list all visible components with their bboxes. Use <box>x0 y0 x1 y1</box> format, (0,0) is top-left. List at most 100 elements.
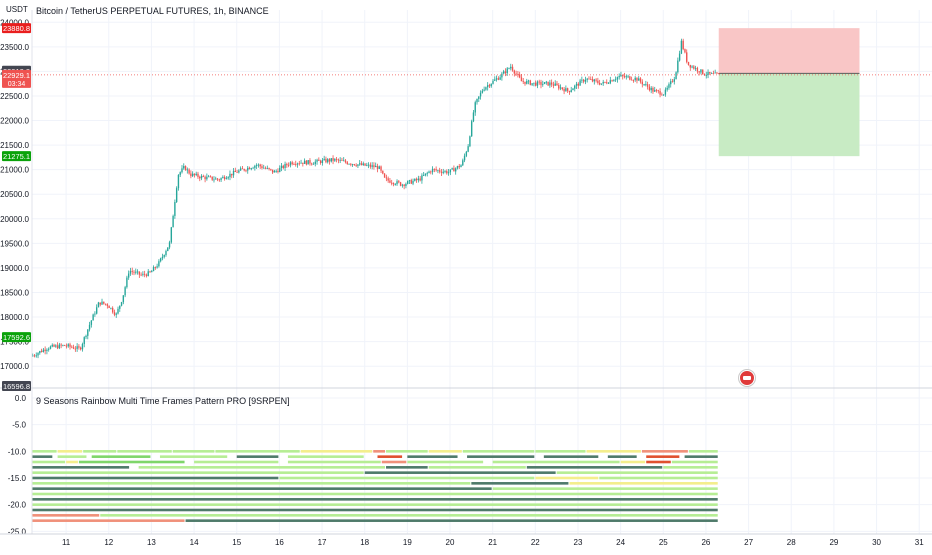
candle-body <box>373 165 375 168</box>
candle-body <box>74 348 77 350</box>
ind-tick-label: -25.0 <box>8 527 27 536</box>
price-badge-label: 16596.8 <box>3 382 30 391</box>
candle-body <box>550 82 553 85</box>
candle-body <box>92 314 94 321</box>
band-segment <box>57 450 83 453</box>
candle-body <box>78 346 80 348</box>
price-tick-label: 17000.0 <box>0 362 29 371</box>
candle-body <box>575 83 578 86</box>
candle-body <box>591 79 594 82</box>
candle-body <box>579 80 581 86</box>
ind-tick-label: -20.0 <box>8 501 27 510</box>
candle-body <box>47 348 50 350</box>
band-segment <box>32 450 57 453</box>
time-tick-label: 19 <box>403 538 412 547</box>
candle-body <box>330 158 332 162</box>
candle-body <box>698 71 700 73</box>
candle-body <box>371 165 373 167</box>
candle-body <box>646 84 649 87</box>
candle-body <box>280 165 283 168</box>
candle-body <box>81 343 84 350</box>
us-flag-event-icon[interactable] <box>739 370 755 386</box>
candle-body <box>243 168 245 171</box>
candle-body <box>407 181 409 184</box>
candle-body <box>430 171 432 173</box>
candle-body <box>35 355 37 357</box>
candle-body <box>170 227 173 243</box>
price-badge-countdown: 03:34 <box>8 81 26 88</box>
symbol-title[interactable]: Bitcoin / TetherUS PERPETUAL FUTURES, 1h… <box>36 6 269 16</box>
candle-body <box>691 66 693 68</box>
band-segment <box>100 514 718 517</box>
candle-body <box>222 176 224 179</box>
candle-body <box>346 162 348 164</box>
candle-body <box>97 302 100 308</box>
band-segment <box>32 508 718 512</box>
time-tick-label: 30 <box>872 538 881 547</box>
band-segment <box>185 519 718 522</box>
candle-body <box>69 344 71 347</box>
candle-body <box>454 168 457 172</box>
band-segment <box>467 455 535 458</box>
band-segment <box>569 482 718 485</box>
candle-body <box>328 159 331 162</box>
candle-body <box>270 168 272 170</box>
price-badge: 17592.6 <box>2 332 31 343</box>
candle-body <box>568 90 571 93</box>
candle-body <box>522 81 524 82</box>
candle-body <box>142 273 144 275</box>
candle-body <box>250 168 253 170</box>
candle-body <box>344 160 347 163</box>
candle-body <box>554 83 556 86</box>
candle-body <box>167 247 169 252</box>
candle-body <box>33 355 36 357</box>
candle-body <box>538 81 540 83</box>
band-segment <box>364 471 556 474</box>
band-segment <box>78 460 185 464</box>
candle-body <box>145 274 148 276</box>
candle-body <box>67 344 69 347</box>
candle-body <box>213 179 215 181</box>
band-segment <box>32 455 53 458</box>
candle-body <box>399 182 402 186</box>
candle-body <box>655 90 658 91</box>
candle-body <box>190 173 192 177</box>
candle-body <box>600 83 603 85</box>
candle-body <box>597 80 599 83</box>
candle-body <box>639 78 642 82</box>
currency-label: USDT <box>6 5 28 14</box>
candle-body <box>556 83 558 86</box>
candle-body <box>168 242 171 248</box>
candle-body <box>437 170 439 172</box>
candle-body <box>42 349 45 353</box>
time-tick-label: 15 <box>232 538 241 547</box>
candle-body <box>534 82 537 86</box>
candle-body <box>616 77 619 80</box>
candle-body <box>511 66 514 71</box>
candle-body <box>559 87 562 89</box>
indicator-title[interactable]: 9 Seasons Rainbow Multi Time Frames Patt… <box>36 396 290 406</box>
candle-body <box>227 177 229 179</box>
candle-body <box>117 308 119 314</box>
price-tick-label: 18000.0 <box>0 313 29 322</box>
candle-body <box>499 77 501 80</box>
candle-body <box>181 168 183 173</box>
band-segment <box>671 460 718 464</box>
candle-body <box>327 159 329 163</box>
candle-body <box>339 159 341 161</box>
band-segment <box>586 450 641 453</box>
candle-body <box>53 344 55 347</box>
price-badge-bg <box>2 69 31 88</box>
candle-body <box>680 40 683 54</box>
candle-body <box>318 159 320 161</box>
candle-body <box>602 81 604 84</box>
candle-body <box>394 184 396 185</box>
price-tick-label: 19500.0 <box>0 239 29 248</box>
band-segment <box>32 482 471 485</box>
candle-body <box>714 72 716 74</box>
ind-tick-label: -10.0 <box>8 447 27 456</box>
candle-body <box>115 313 117 315</box>
candle-body <box>99 302 101 305</box>
